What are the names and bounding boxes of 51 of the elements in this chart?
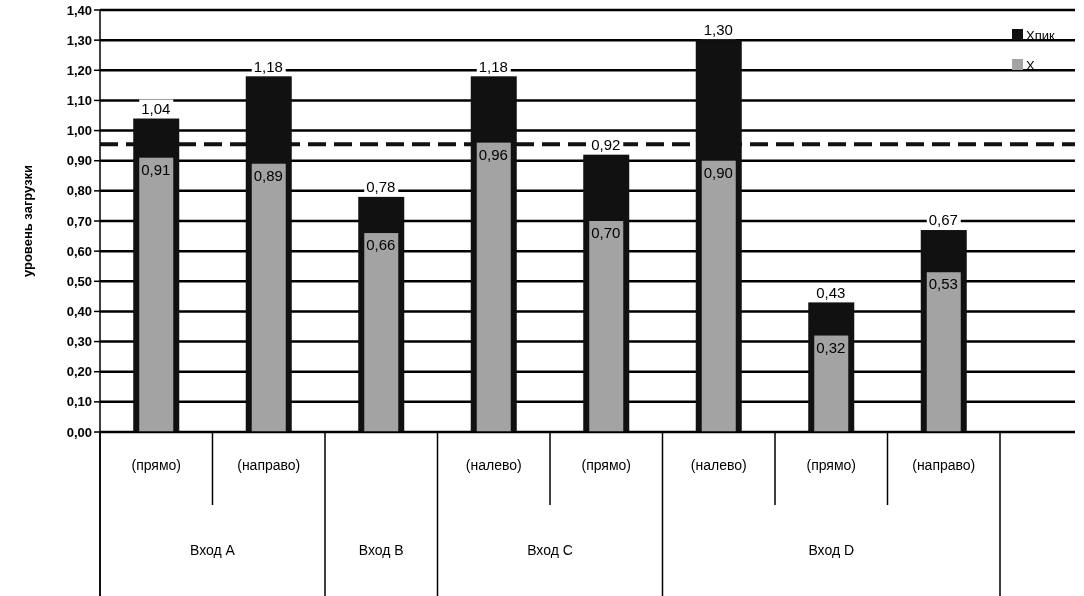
bar bbox=[814, 335, 849, 432]
bar bbox=[251, 163, 286, 432]
y-tick-label: 0,30 bbox=[66, 334, 92, 350]
x-tick-label: (прямо) bbox=[581, 457, 632, 473]
y-tick-label: 0,90 bbox=[66, 153, 92, 169]
y-tick-label: 0,60 bbox=[66, 243, 92, 259]
bar bbox=[364, 233, 399, 432]
data-label: 0,78 bbox=[366, 178, 396, 196]
y-tick-label: 0,40 bbox=[66, 303, 92, 319]
bar bbox=[589, 221, 624, 432]
y-tick-label: 0,20 bbox=[66, 364, 92, 380]
text: Вход D bbox=[808, 542, 855, 558]
y-tick-label: 1,00 bbox=[66, 123, 92, 139]
text: Вход A bbox=[190, 542, 236, 558]
data-label: 0,90 bbox=[703, 163, 733, 181]
data-label: 0,32 bbox=[816, 338, 846, 356]
text: Вход B bbox=[358, 542, 404, 558]
data-label: 0,53 bbox=[928, 275, 958, 293]
y-tick-label: 0,70 bbox=[66, 213, 92, 229]
y-tick-label: 1,40 bbox=[66, 2, 92, 18]
data-label: 0,91 bbox=[141, 160, 171, 178]
x-tick-label: (налево) bbox=[690, 457, 747, 473]
y-tick-label: 0,10 bbox=[66, 394, 92, 410]
data-label: 0,89 bbox=[253, 166, 283, 184]
data-label: 0,92 bbox=[591, 135, 621, 153]
y-tick-label: 0,00 bbox=[66, 424, 92, 440]
data-label: 1,30 bbox=[703, 21, 733, 39]
data-label: 0,66 bbox=[366, 236, 396, 254]
x-tick-label: (направо) bbox=[912, 457, 976, 473]
data-label: 1,18 bbox=[478, 57, 508, 75]
y-tick-label: 1,10 bbox=[66, 92, 92, 108]
y-tick-label: 0,80 bbox=[66, 183, 92, 199]
data-label: 0,43 bbox=[816, 283, 846, 301]
y-tick-label: 1,20 bbox=[66, 62, 92, 78]
text: Вход C bbox=[527, 542, 573, 558]
data-label: 0,67 bbox=[928, 211, 958, 229]
bar bbox=[476, 142, 511, 432]
bar bbox=[926, 272, 961, 432]
data-label: 0,70 bbox=[591, 224, 621, 242]
x-tick-label: (направо) bbox=[237, 457, 301, 473]
data-label: 1,04 bbox=[141, 99, 171, 117]
x-tick-label: (прямо) bbox=[806, 457, 857, 473]
data-label: 1,18 bbox=[253, 57, 283, 75]
y-axis-title: уровень загрузки bbox=[20, 164, 35, 278]
data-label: 0,96 bbox=[478, 145, 508, 163]
y-tick-label: 0,50 bbox=[66, 273, 92, 289]
y-tick-label: 1,30 bbox=[66, 32, 92, 48]
bar bbox=[139, 157, 174, 432]
x-tick-label: (прямо) bbox=[131, 457, 182, 473]
bar bbox=[701, 160, 736, 432]
x-tick-label: (налево) bbox=[465, 457, 522, 473]
